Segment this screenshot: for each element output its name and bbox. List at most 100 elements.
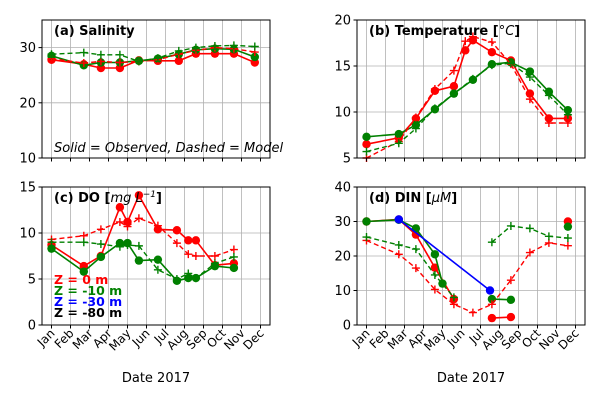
data-point-model — [468, 32, 477, 41]
series-line-model — [51, 217, 235, 257]
data-point-observed — [506, 312, 516, 322]
data-point-model — [250, 42, 259, 51]
data-point-model — [506, 276, 515, 285]
data-point-model — [487, 61, 496, 70]
data-point-observed — [172, 226, 182, 235]
x-tick-label: Dec — [555, 326, 581, 352]
data-point-model — [47, 238, 56, 247]
data-point-model — [563, 119, 572, 128]
data-point-model — [47, 50, 56, 59]
data-point-observed — [394, 129, 403, 139]
data-point-model — [115, 242, 124, 251]
grid — [357, 186, 585, 326]
panel-title: (d) DIN [μM] — [369, 191, 457, 206]
data-point-observed — [134, 256, 144, 265]
panel-title: (b) Temperature [°C] — [369, 24, 520, 39]
data-point-model — [411, 264, 420, 273]
grid — [42, 20, 270, 159]
y-tick-label: 40 — [334, 181, 351, 196]
data-point-observed — [184, 273, 193, 283]
data-point-model — [563, 110, 572, 119]
x-tick-label: Dec — [240, 326, 266, 352]
data-point-model — [123, 240, 132, 249]
y-tick-label: 10 — [19, 152, 36, 167]
data-point-observed — [184, 236, 193, 245]
data-point-model — [79, 48, 88, 57]
data-point-model — [134, 214, 143, 223]
data-point-model — [172, 275, 181, 283]
data-point-model — [449, 293, 458, 302]
data-point-model — [362, 233, 371, 242]
y-tick-label: 5 — [343, 152, 351, 167]
data-point-model — [229, 245, 238, 254]
data-point-observed — [153, 255, 163, 264]
data-point-model — [544, 119, 553, 128]
data-point-model — [96, 225, 105, 234]
data-point-model — [115, 217, 124, 226]
data-point-observed — [487, 313, 497, 323]
data-point-model — [430, 270, 439, 279]
data-point-model — [184, 250, 193, 259]
y-tick-label: 20 — [334, 250, 351, 265]
data-point-observed — [461, 46, 470, 55]
data-point-model — [430, 285, 439, 294]
data-point-model — [525, 248, 534, 257]
y-tick-label: 0 — [28, 319, 36, 334]
data-point-model — [210, 252, 219, 260]
data-point-observed — [362, 132, 371, 142]
data-point-observed — [123, 217, 132, 227]
series-line-model — [366, 236, 455, 298]
x-axis-label: Date 2017 — [437, 371, 505, 386]
data-point-observed — [506, 295, 516, 305]
data-point-model — [449, 66, 458, 75]
data-point-model — [184, 269, 193, 278]
data-point-model — [525, 95, 534, 104]
y-tick-label: 10 — [334, 106, 351, 121]
data-point-model — [563, 234, 572, 243]
y-tick-label: 20 — [334, 14, 351, 29]
data-point-observed — [430, 250, 440, 259]
y-tick-label: 10 — [19, 227, 36, 242]
data-point-model — [174, 46, 183, 55]
y-tick-label: 30 — [19, 41, 36, 56]
data-point-model — [96, 50, 105, 59]
data-point-model — [123, 222, 132, 231]
data-point-model — [468, 308, 477, 317]
data-point-model — [506, 59, 515, 68]
data-point-model — [210, 259, 219, 268]
axes-frame — [41, 19, 271, 159]
legend-entry: Z = -30 m — [54, 294, 122, 309]
data-point-model — [362, 147, 371, 156]
data-point-model — [134, 241, 143, 250]
data-point-model — [525, 224, 534, 233]
data-point-model — [449, 300, 458, 309]
axes-frame — [356, 19, 586, 159]
data-point-observed — [229, 263, 239, 273]
data-point-model — [172, 239, 181, 248]
y-tick-label: 15 — [334, 60, 351, 75]
data-point-observed — [563, 222, 573, 231]
data-point-model — [394, 240, 403, 249]
data-point-observed — [115, 203, 125, 212]
series-group — [362, 32, 573, 162]
data-point-model — [210, 41, 219, 50]
legend-entry: Z = -80 m — [54, 305, 122, 320]
data-point-model — [563, 241, 572, 250]
data-point-observed — [47, 244, 56, 253]
x-tick-label: Jun — [129, 326, 153, 350]
y-tick-label: 15 — [19, 181, 36, 196]
series-group — [362, 215, 573, 323]
data-point-model — [411, 124, 420, 133]
legend-entry: Z = -10 m — [54, 283, 122, 298]
data-point-model — [544, 232, 553, 241]
data-point-model — [79, 59, 88, 68]
data-point-model — [449, 89, 458, 98]
data-point-model — [79, 238, 88, 247]
data-point-model — [394, 139, 403, 148]
data-point-observed — [394, 215, 403, 224]
data-point-model — [461, 37, 470, 46]
data-point-model — [229, 41, 238, 50]
data-point-model — [115, 50, 124, 59]
data-point-model — [468, 74, 477, 83]
